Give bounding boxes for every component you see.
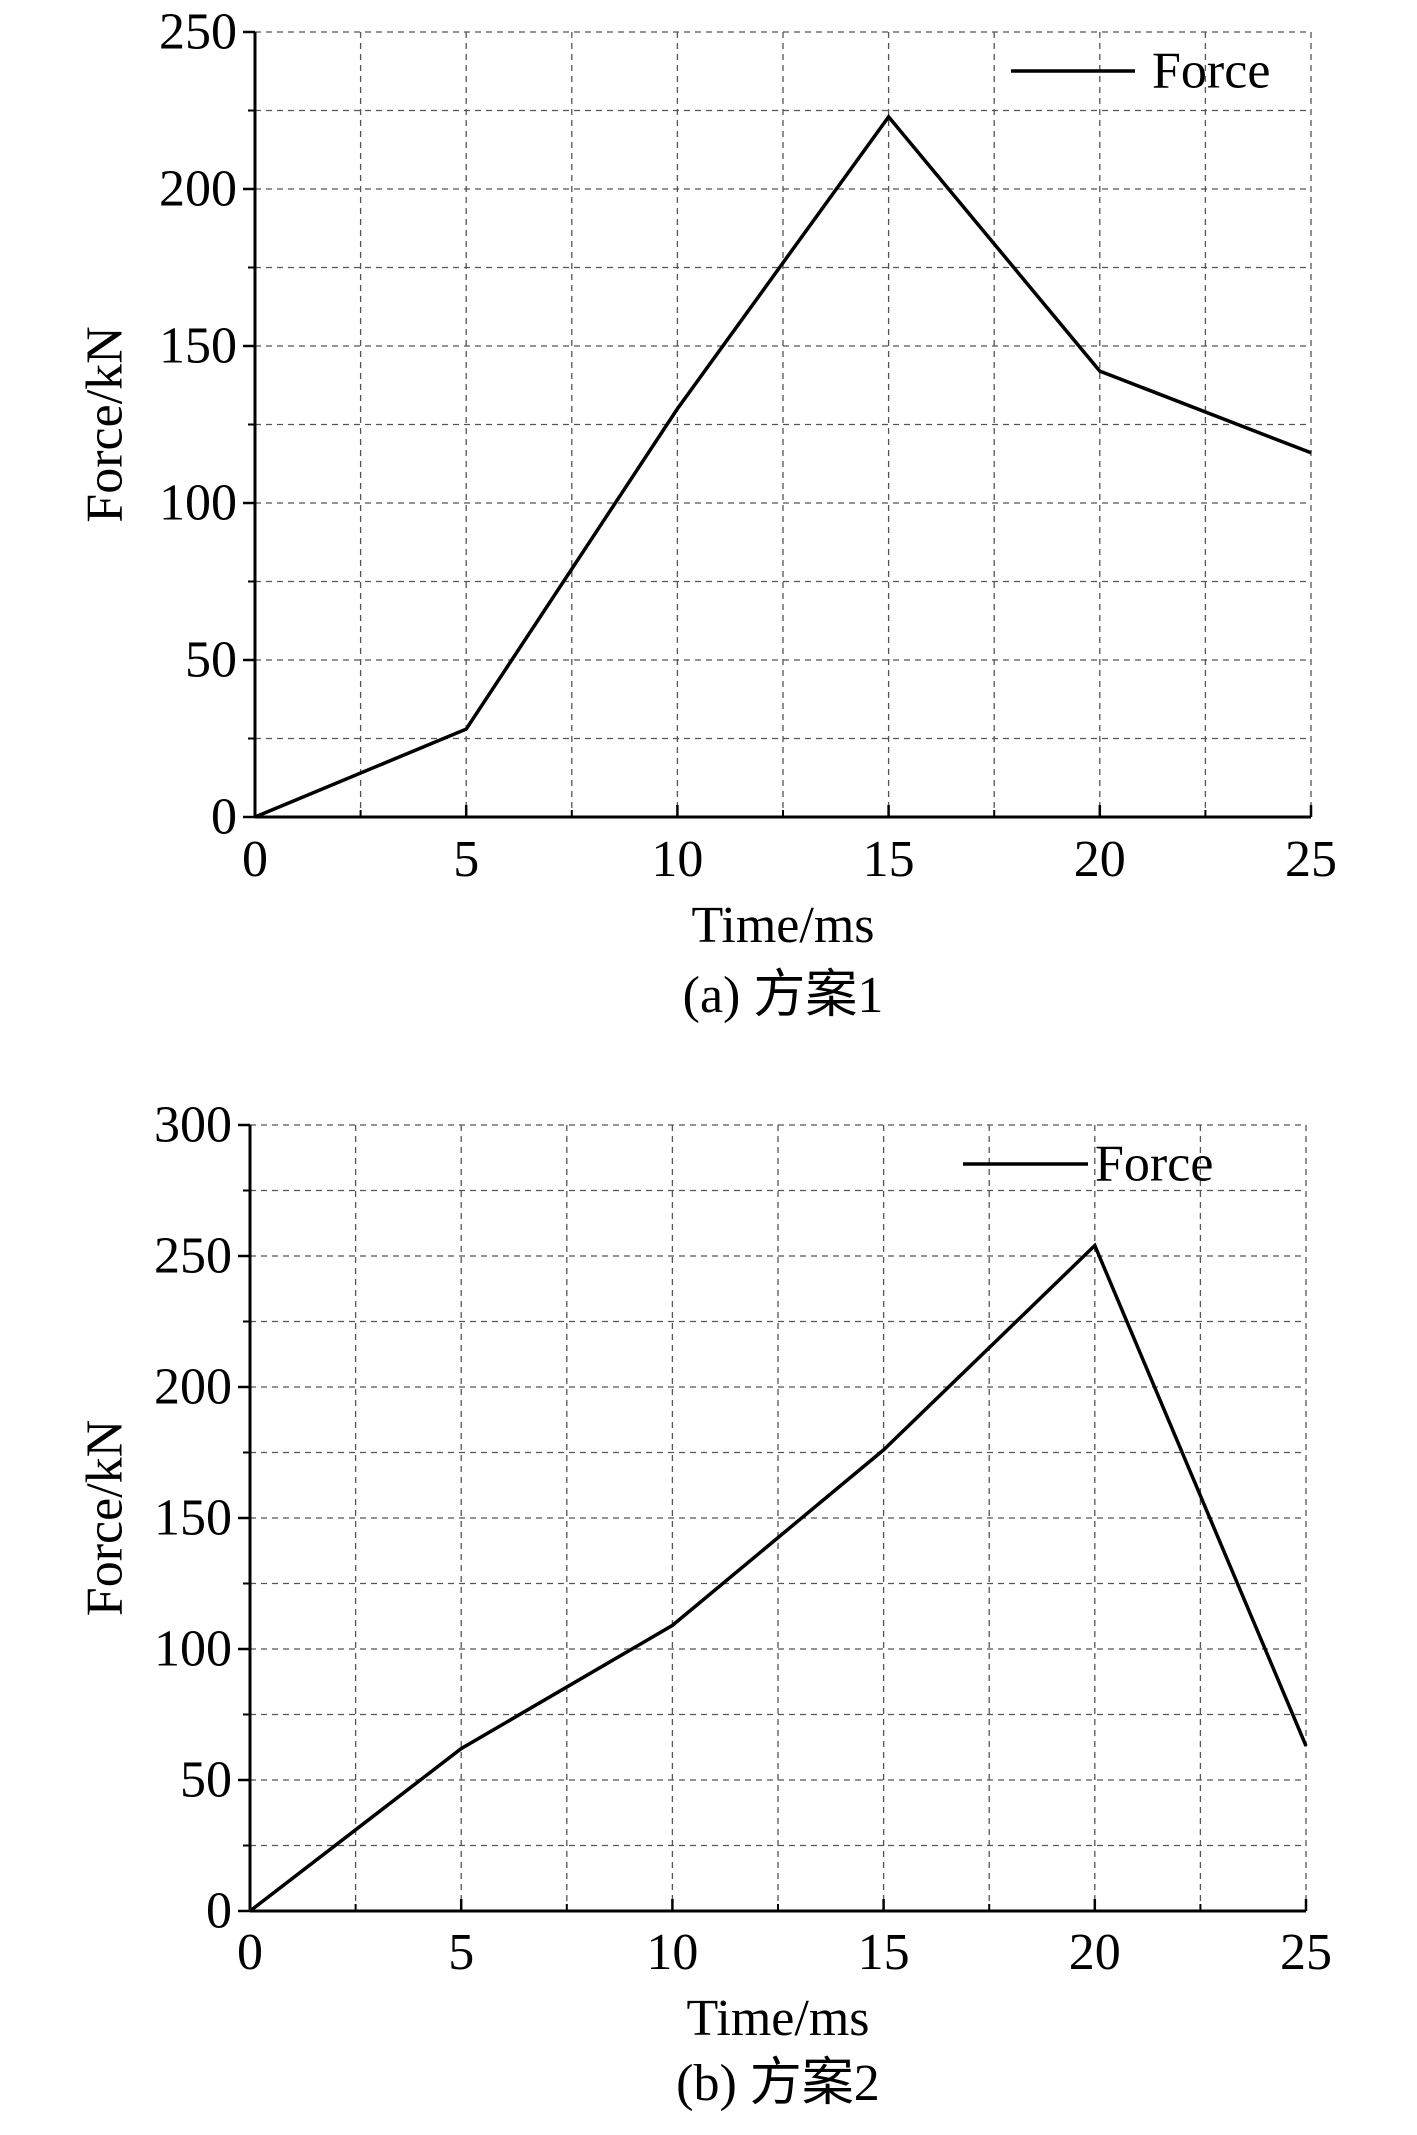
x-tick-label: 5 xyxy=(448,1924,474,1981)
series-line-force xyxy=(248,1242,1308,1913)
y-tick-label: 0 xyxy=(206,1883,232,1940)
x-tick-label: 25 xyxy=(1285,831,1337,888)
y-axis-label: Force/kN xyxy=(77,326,134,522)
y-axis-label: Force/kN xyxy=(77,1420,134,1616)
chart-b: 0 50 100 150 200 250 300 0 5 10 15 20 25 Force Time/ms… xyxy=(77,1097,1333,2113)
x-axis-label: Time/ms xyxy=(691,897,874,954)
x-tick-label: 25 xyxy=(1280,1924,1332,1981)
x-axis-label: Time/ms xyxy=(686,1990,869,2047)
y-tick-label: 200 xyxy=(154,1359,232,1416)
y-tick-label: 50 xyxy=(185,632,237,689)
legend-label: Force xyxy=(1152,43,1270,100)
x-tick-label: 15 xyxy=(863,831,915,888)
x-tick-label: 5 xyxy=(453,831,479,888)
x-tick-label: 20 xyxy=(1069,1924,1121,1981)
y-tick-label: 100 xyxy=(154,1621,232,1678)
series-line-force xyxy=(254,113,1312,819)
y-tick-label: 250 xyxy=(159,4,237,61)
chart-a: 0 50 100 150 200 250 0 5 10 15 20 25 Force Time/ms For… xyxy=(77,4,1338,1025)
y-tick-label: 100 xyxy=(159,475,237,532)
grid xyxy=(255,31,1312,817)
x-tick-label: 10 xyxy=(646,1924,698,1981)
y-tick-label: 200 xyxy=(159,161,237,218)
x-tick-label: 15 xyxy=(858,1924,910,1981)
y-tick-label: 50 xyxy=(180,1752,232,1809)
legend-label: Force xyxy=(1095,1136,1213,1193)
figure-caption: (a) 方案1 xyxy=(683,967,884,1024)
x-tick-label: 20 xyxy=(1074,831,1126,888)
y-tick-label: 250 xyxy=(154,1228,232,1285)
y-tick-label: 150 xyxy=(159,318,237,375)
y-tick-label: 300 xyxy=(154,1097,232,1154)
y-tick-label: 0 xyxy=(211,789,237,846)
x-tick-label: 0 xyxy=(237,1924,263,1981)
y-tick-label: 150 xyxy=(154,1490,232,1547)
x-tick-label: 10 xyxy=(651,831,703,888)
x-tick-label: 0 xyxy=(242,831,268,888)
figure-caption: (b) 方案2 xyxy=(676,2055,880,2112)
grid xyxy=(250,1124,1307,1911)
